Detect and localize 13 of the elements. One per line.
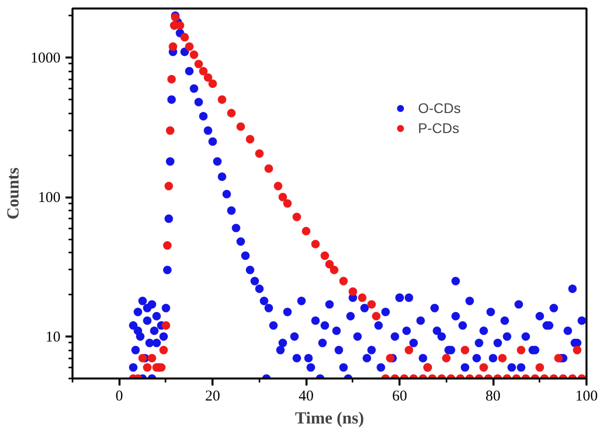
- y-tick-label: 100: [38, 190, 60, 206]
- y-axis-title: Counts: [4, 167, 22, 220]
- x-axis-title: Time (ns): [294, 408, 364, 428]
- y-tick-label: 1000: [30, 50, 60, 67]
- x-tick-label: 80: [486, 388, 501, 404]
- x-tick-label: 40: [298, 388, 314, 404]
- legend-label: P-CDs: [418, 120, 460, 136]
- legend-label: O-CDs: [418, 100, 461, 116]
- x-tick-label: 100: [575, 388, 598, 404]
- x-tick-label: 0: [115, 388, 123, 404]
- x-tick-label: 20: [205, 388, 220, 404]
- y-tick-label: 10: [46, 330, 60, 346]
- x-tick-label: 60: [392, 388, 408, 404]
